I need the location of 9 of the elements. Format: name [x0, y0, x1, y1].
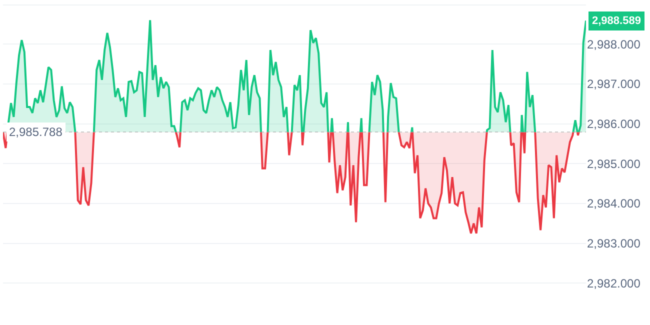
ref-line-label: 2,985.788 [9, 125, 63, 139]
y-tick-label: 2,988.000 [587, 37, 641, 52]
y-tick-label: 2,983.000 [587, 236, 641, 251]
y-tick-label: 2,982.000 [587, 276, 641, 290]
y-tick-label: 2,986.000 [587, 116, 641, 131]
y-tick-label: 2,985.000 [587, 156, 641, 171]
y-tick-label: 2,984.000 [587, 196, 641, 211]
data-label: 2,988.589 [592, 15, 641, 27]
y-tick-label: 2,987.000 [587, 77, 641, 92]
